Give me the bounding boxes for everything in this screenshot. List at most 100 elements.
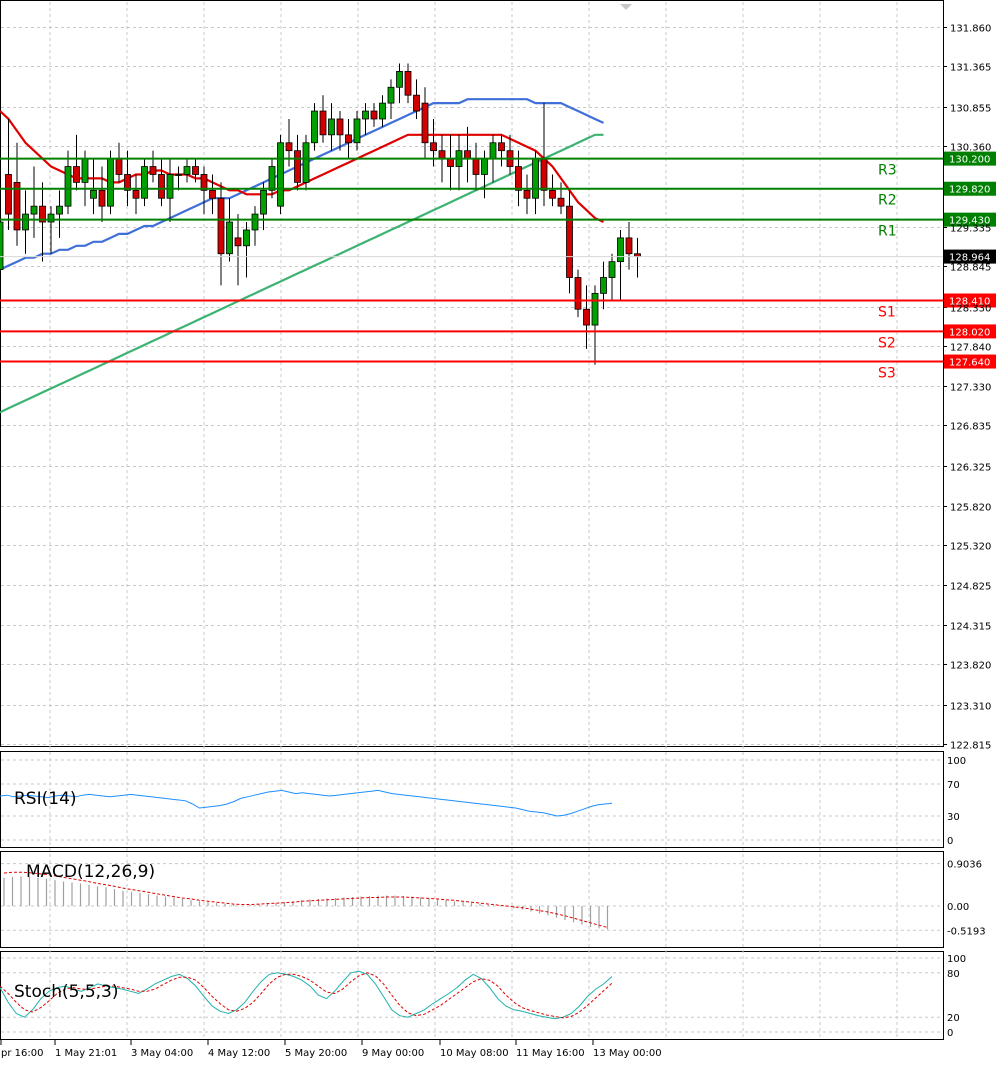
candle-body <box>396 71 403 88</box>
candle-body <box>294 150 301 183</box>
level-label-r1: R1 <box>878 224 897 240</box>
candle-body <box>268 166 276 191</box>
candle-body <box>200 174 208 191</box>
price-axis-tick-label: 130.855 <box>950 104 991 115</box>
ma-green-line <box>0 133 604 414</box>
level-tag-value: 128.020 <box>949 327 990 338</box>
candle-body <box>353 118 361 144</box>
candle-body <box>625 237 633 255</box>
rsi-line <box>0 789 613 817</box>
candle-body <box>285 142 293 152</box>
candle-body <box>387 86 395 104</box>
price-axis-tick-label: 123.820 <box>950 661 991 672</box>
candle-body <box>336 118 344 136</box>
stoch-axis-tick-label: 80 <box>947 969 960 980</box>
x-axis-tick-label: 11 May 16:00 <box>516 1048 585 1059</box>
x-axis-tick-label: 4 May 12:00 <box>208 1048 270 1059</box>
candle-body <box>226 221 233 255</box>
candle-body <box>30 205 38 215</box>
candle-body <box>566 205 573 278</box>
candle-body <box>540 158 548 191</box>
price-axis-tick-label: 130.360 <box>950 143 991 154</box>
candle-body <box>260 189 267 215</box>
candle-body <box>574 277 582 310</box>
candle-body <box>362 110 369 120</box>
candle-body <box>175 174 182 176</box>
candle-body <box>192 166 199 175</box>
candle-body <box>413 94 420 112</box>
macd-axis-tick-label: 0.9036 <box>947 860 982 871</box>
candle-body <box>22 213 29 231</box>
x-axis-tick-label: 1 May 21:01 <box>55 1048 117 1059</box>
rsi-axis-tick-label: 0 <box>947 836 953 847</box>
stoch-axis-tick-label: 0 <box>947 1028 953 1039</box>
stoch-k-line <box>0 970 613 1020</box>
candle-body <box>107 158 114 207</box>
candle-body <box>515 166 522 191</box>
candle-body <box>234 237 242 247</box>
candle-body <box>81 158 89 183</box>
candle-body <box>319 110 327 136</box>
candle-body <box>209 189 216 199</box>
candle-body <box>0 221 4 270</box>
candle-body <box>532 158 539 199</box>
macd-signal-line <box>3 871 608 928</box>
level-label-r2: R2 <box>878 193 897 209</box>
level-tag-value: 128.410 <box>949 296 990 307</box>
macd-title: MACD(12,26,9) <box>26 862 155 882</box>
chart-marks <box>0 63 996 1020</box>
price-axis-tick-label: 131.860 <box>950 24 991 35</box>
candle-body <box>608 261 616 278</box>
stoch-title: Stoch(5,5,3) <box>14 982 119 1002</box>
candle-body <box>404 71 412 96</box>
candle-body <box>481 158 488 175</box>
price-axis-tick-label: 123.310 <box>950 702 991 713</box>
x-axis-tick-label: 9 May 00:00 <box>362 1048 424 1059</box>
price-axis-tick-label: 127.840 <box>950 343 991 354</box>
candle-body <box>251 213 259 231</box>
price-axis-tick-label: 124.825 <box>950 582 991 593</box>
grid-lines <box>0 2 947 1045</box>
candle-body <box>591 292 599 326</box>
candle-body <box>549 189 556 199</box>
candle-body <box>447 158 454 167</box>
ma-red-line <box>0 110 604 223</box>
candle-body <box>124 174 131 191</box>
macd-pane-frame <box>0 851 944 948</box>
candle-body <box>430 142 437 152</box>
candle-body <box>379 102 386 120</box>
rsi-pane-frame <box>0 751 944 848</box>
level-tag-value: 127.640 <box>949 358 990 369</box>
candle-body <box>13 181 21 231</box>
level-tag-value: 129.820 <box>949 185 990 196</box>
price-axis-tick-label: 128.330 <box>950 304 991 315</box>
candle-body <box>311 110 318 144</box>
candle-body <box>277 142 284 207</box>
price-axis-tick-label: 124.315 <box>950 622 991 633</box>
candle-body <box>90 189 97 199</box>
candle-body <box>464 150 471 160</box>
candle-body <box>56 205 63 215</box>
stoch-pane-frame <box>0 951 944 1040</box>
scroll-marker-icon[interactable] <box>620 4 632 10</box>
current-price-tag <box>944 249 996 264</box>
candle-body <box>39 205 46 223</box>
macd-axis-tick-label: 0.00 <box>947 902 969 913</box>
price-pane-frame <box>0 0 944 747</box>
candle-body <box>149 166 157 175</box>
candle-body <box>600 277 607 294</box>
candle-body <box>370 110 378 120</box>
x-axis-tick-label: 10 May 08:00 <box>440 1048 509 1059</box>
current-price-value: 128.964 <box>949 253 990 264</box>
stoch-axis-tick-label: 20 <box>947 1013 960 1024</box>
candle-body <box>183 166 191 175</box>
level-tag-value: 130.200 <box>949 155 990 166</box>
rsi-axis-tick-label: 70 <box>947 780 960 791</box>
ma-blue-line <box>0 98 604 271</box>
price-axis-tick-label: 126.835 <box>950 422 991 433</box>
candle-body <box>498 142 505 152</box>
level-label-s3: S3 <box>878 366 896 382</box>
candle-body <box>64 166 72 207</box>
